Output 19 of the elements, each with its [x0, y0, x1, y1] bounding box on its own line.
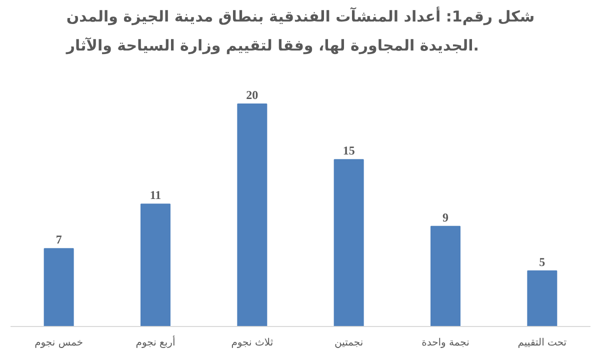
x-tick-label: أربع نجوم	[136, 336, 176, 348]
bar	[44, 248, 74, 326]
data-label: 5	[539, 254, 546, 269]
chart-title: شكل رقم1: أعداد المنشآت الفندقية بنطاق مدينة الجيزة والمدن الجديدة المجاورة لها، وفقا لتقييم وزارة السياحة والآثار.	[65, 6, 535, 54]
x-tick-label: خمس نجوم	[34, 338, 84, 348]
bar	[430, 226, 460, 326]
data-label: 7	[56, 232, 62, 247]
data-label: 11	[150, 188, 162, 202]
bar	[140, 204, 170, 326]
x-tick-label: ثلاث نجوم	[231, 338, 274, 348]
x-tick-label: نجمة واحدة	[422, 338, 470, 348]
bar	[527, 270, 558, 326]
x-tick-label: تحت التقييم	[518, 338, 567, 348]
x-tick-label: نجمتين	[334, 338, 364, 348]
data-label: 15	[342, 144, 355, 158]
data-label: 9	[442, 210, 448, 224]
bar	[334, 159, 364, 326]
data-label: 20	[246, 88, 258, 102]
bar	[237, 104, 268, 326]
